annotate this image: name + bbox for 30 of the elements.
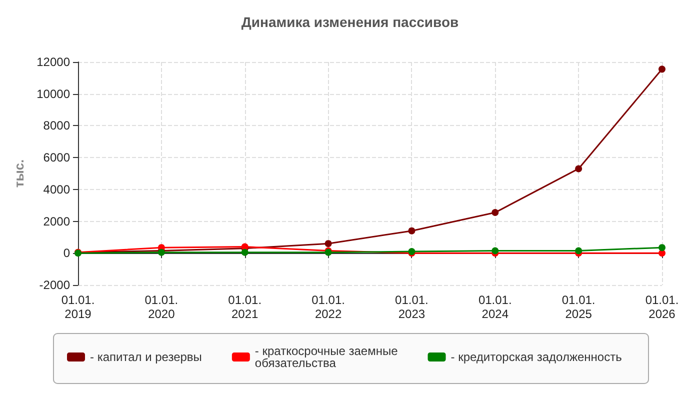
y-tick-label: 12000 <box>36 55 70 69</box>
point <box>658 244 666 252</box>
point <box>324 240 332 248</box>
y-tick-label: -2000 <box>39 278 70 292</box>
y-axis-title: тыс. <box>12 159 27 188</box>
point <box>492 209 499 216</box>
y-tick-label: 0 <box>63 246 70 260</box>
x-tick-label: 01.01. 2026 <box>645 293 679 321</box>
y-tick-label: 6000 <box>43 150 70 165</box>
x-tick-label: 01.01. 2025 <box>562 293 596 321</box>
x-tick-label: 01.01. 2024 <box>478 293 512 321</box>
x-tick-label: 01.01. 2021 <box>228 293 262 321</box>
legend-label: - капитал и резервы <box>90 350 202 364</box>
y-tick-label: 4000 <box>43 182 70 196</box>
point <box>575 247 582 254</box>
point <box>492 247 499 254</box>
point <box>658 66 666 73</box>
x-tick-label: 01.01. 2023 <box>395 293 428 321</box>
point <box>408 227 416 234</box>
x-tick-label: 01.01. 2019 <box>61 293 95 321</box>
legend-label: - кредиторская задолженность <box>450 350 622 364</box>
x-tick-label: 01.01. 2020 <box>144 293 178 321</box>
y-tick-label: 8000 <box>43 118 70 133</box>
legend-label: - краткосрочные заемные обязательства <box>254 344 398 370</box>
point <box>241 248 248 256</box>
y-tick-label: 10000 <box>36 86 70 101</box>
y-tick-label: 2000 <box>43 214 70 228</box>
x-tick-label: 01.01. 2022 <box>312 293 345 321</box>
chart-title: Динамика изменения пассивов <box>241 14 459 30</box>
point <box>575 165 582 172</box>
